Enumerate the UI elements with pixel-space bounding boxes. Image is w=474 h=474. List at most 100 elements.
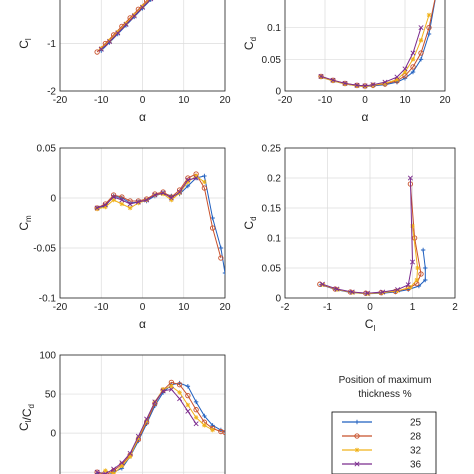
data-point-36 (380, 289, 386, 295)
y-tick-label: 0.1 (267, 23, 281, 34)
data-point-32 (185, 402, 191, 408)
series-group (317, 175, 428, 296)
y-tick-label: -1 (47, 39, 56, 50)
data-point-25 (202, 173, 207, 179)
data-point-36 (193, 175, 199, 181)
legend-marker-32 (354, 447, 360, 453)
data-point-36 (318, 73, 324, 79)
data-point-28 (103, 472, 108, 474)
data-point-36 (144, 197, 150, 203)
data-point-25 (423, 277, 428, 283)
x-tick-label: -20 (53, 95, 68, 106)
x-tick-label: -1 (323, 302, 332, 313)
data-point-36 (342, 80, 348, 86)
legend-title-line2: thickness % (358, 389, 411, 400)
x-tick-label: 10 (178, 302, 190, 313)
data-point-25 (185, 183, 191, 189)
y-tick-label: -0.05 (33, 244, 56, 255)
data-point-28 (418, 50, 424, 56)
y-tick-label: 0 (50, 194, 56, 205)
series-group (94, 171, 225, 276)
data-point-28 (119, 194, 125, 200)
data-point-32 (169, 197, 174, 203)
data-point-32 (210, 427, 215, 433)
data-point-36 (362, 83, 368, 89)
data-point-36 (152, 192, 158, 198)
data-point-28 (222, 429, 225, 435)
y-tick-label: 0.15 (262, 204, 282, 215)
axes-frame (59, 147, 226, 299)
series-line-32 (320, 14, 430, 88)
data-point-36 (106, 39, 113, 45)
data-point-36 (111, 466, 117, 472)
data-point-28 (94, 49, 100, 55)
data-point-25 (410, 69, 416, 75)
data-point-36 (148, 0, 154, 2)
x-tick-label: -2 (281, 302, 290, 313)
legend-marker-28 (354, 433, 360, 439)
data-point-36 (131, 13, 137, 19)
data-point-25 (210, 215, 215, 221)
data-point-36 (402, 66, 408, 72)
data-point-36 (395, 287, 401, 293)
data-point-28 (410, 64, 416, 70)
x-axis-label: Cl (365, 317, 376, 333)
data-point-32 (410, 223, 415, 229)
data-point-36 (94, 205, 100, 211)
data-point-36 (418, 25, 424, 31)
data-point-32 (202, 423, 207, 428)
data-point-36 (127, 450, 133, 456)
x-axis-label: α (362, 110, 369, 124)
x-tick-label: 20 (219, 95, 231, 106)
data-point-32 (202, 179, 207, 185)
data-point-32 (119, 463, 125, 469)
data-point-36 (394, 74, 400, 80)
y-tick-label: 0.05 (37, 144, 57, 155)
data-point-32 (127, 454, 133, 459)
chart-cd_cl: -2 -1 0 1 2 0 0.05 0.1 0.15 0.2 0.25 Cl Cd (242, 144, 458, 334)
x-tick-label: 0 (362, 95, 368, 106)
data-point-32 (132, 12, 137, 18)
data-point-32 (410, 57, 416, 62)
data-point-32 (127, 205, 133, 211)
data-point-36 (123, 21, 129, 28)
data-point-25 (222, 270, 225, 276)
data-point-28 (218, 255, 224, 261)
data-point-36 (370, 82, 376, 88)
data-point-36 (135, 199, 141, 205)
data-point-28 (201, 185, 208, 191)
series-group (318, 0, 436, 89)
chart-clcd_alpha: 0 50 100 Cl/Cd (17, 351, 226, 474)
data-point-25 (426, 31, 432, 37)
y-tick-label: 0.25 (262, 144, 282, 155)
data-point-36 (119, 197, 125, 203)
y-tick-label: 0.05 (262, 264, 282, 275)
data-point-36 (334, 286, 340, 292)
legend-label-28: 28 (410, 432, 422, 443)
y-tick-label: 0 (275, 87, 281, 98)
data-point-32 (193, 173, 199, 179)
chart-cl_alpha: -20 -10 0 10 20 -2 -1 α Cl (17, 0, 231, 124)
x-tick-label: -10 (94, 302, 109, 313)
data-point-36 (168, 386, 174, 392)
data-point-32 (160, 387, 166, 392)
x-tick-label: 10 (399, 95, 411, 106)
legend-label-25: 25 (410, 418, 422, 429)
data-point-36 (319, 281, 325, 287)
axes-frame (284, 0, 446, 92)
x-tick-label: 0 (140, 302, 146, 313)
y-axis-label: Cm (17, 215, 33, 231)
chart-cm_alpha: -20 -10 0 10 20 -0.1 -0.05 0 0.05 α Cm (17, 144, 231, 332)
y-tick-label: 50 (45, 390, 57, 401)
y-tick-label: 0.05 (262, 55, 282, 66)
y-tick-label: 0 (275, 294, 281, 305)
data-point-28 (127, 198, 133, 204)
data-point-32 (140, 4, 145, 9)
data-point-28 (418, 271, 424, 277)
legend-marker-25 (354, 419, 360, 425)
legend: Position of maximum thickness % 25 28 32 36 (331, 375, 437, 474)
data-point-36 (144, 416, 150, 422)
legend-items: 25 28 32 36 (342, 418, 422, 471)
data-point-36 (152, 399, 158, 405)
